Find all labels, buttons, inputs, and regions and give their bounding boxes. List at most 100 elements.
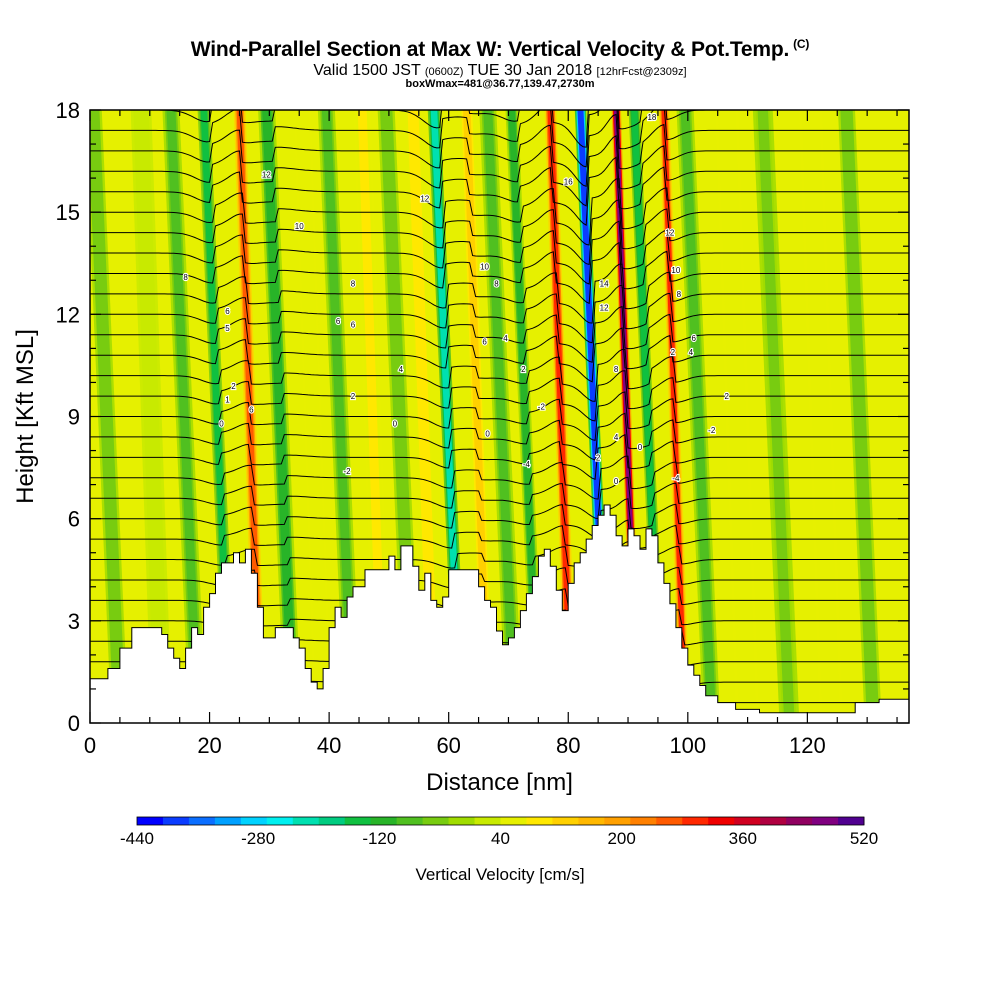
isentrope-line [90,541,909,578]
isentrope-line [90,220,909,285]
velocity-band [262,110,298,723]
colorbar-swatch [422,817,450,825]
colorbar-swatch [188,817,216,825]
contour-label: 5 [225,324,230,333]
ticks [89,109,909,724]
isentrope-line [90,476,909,520]
isentrope-line [90,241,909,305]
contour-label: -4 [672,474,680,483]
contour-label: 6 [336,317,341,326]
contour-label: 2 [521,365,526,374]
velocity-band [166,110,203,723]
contour-label: 12 [600,304,609,313]
colorbar-swatch [734,817,761,825]
colorbar-swatch [474,817,501,825]
colorbar-title: Vertical Velocity [cm/s] [415,865,584,884]
x-axis-title: Distance [nm] [426,769,573,796]
contour-label: 18 [647,113,656,122]
isentrope-line [90,284,909,344]
colorbar-swatch [552,817,579,825]
contour-label: 2 [671,348,676,357]
colorbar: -440 -280 -120 40 200 360 520 Vertical Velocity… [120,816,878,884]
subtitle-utc: (0600Z) [424,66,464,78]
colorbar-swatch [344,817,372,825]
colorbar-swatch [448,817,476,825]
colorbar-swatch [162,817,190,825]
colorbar-swatch [630,817,657,825]
colorbar-label: 520 [850,829,878,848]
y-tick-label: 3 [68,609,80,634]
contour-label: 12 [420,195,429,204]
contour-label: 2 [231,382,236,391]
contour-label: 6 [692,334,697,343]
y-axis-title: Height [Kft MSL] [12,329,39,504]
isentrope-line [90,370,909,422]
y-tick-label: 15 [56,200,80,225]
contour-label: 2 [596,453,601,462]
isentrope-line [90,110,909,148]
contour-label: 14 [600,280,609,289]
colorbar-swatch [604,817,631,825]
contour-label: 2 [351,392,356,401]
isentrope-line [90,199,909,266]
contour-label: -2 [708,426,716,435]
y-tick-label: 9 [68,405,80,430]
contour-label: 8 [183,273,188,282]
y-tick-label: 18 [56,98,80,123]
isentrope-line [90,110,909,168]
colorbar-label: -120 [362,829,396,848]
contour-label: -4 [523,460,531,469]
contour-label: 0 [219,419,224,428]
colorbar-label: -440 [120,829,154,848]
y-tick-label: 6 [68,507,80,532]
isentrope-line [90,113,909,188]
colorbar-swatch [526,817,553,825]
velocity-band [483,110,519,723]
colorbar-swatch [396,817,424,825]
x-tick-label: 80 [556,733,580,758]
colorbar-swatch [708,817,735,825]
isentrope-line [90,391,909,442]
contour-label: 1 [225,395,230,404]
contour-label: 12 [665,229,674,238]
isentrope-line [90,263,909,324]
x-tick-label: 40 [317,733,341,758]
contour-label: 4 [614,433,619,442]
contour-label: 12 [262,171,271,180]
isentrope-line [90,305,909,363]
chart-subtitle: Valid 1500 JST (0600Z) TUE 30 Jan 2018 [… [0,62,1000,80]
isentrope-line [90,455,909,500]
isentrope-line [90,349,909,402]
subtitle-forecast: [12hrFcst@2309z] [596,66,687,78]
colorbar-swatch [656,817,683,825]
contour-label: 10 [295,222,304,231]
colorbar-swatch [578,817,605,825]
contour-label: 8 [677,290,682,299]
colorbar-label: 200 [607,829,635,848]
y-tick-label: 12 [56,302,80,327]
colorbar-swatch [214,817,242,825]
contour-label: 4 [689,348,694,357]
colorbar-swatch [812,817,839,825]
colorbar-swatch [137,817,164,825]
colorbar-swatch [500,817,527,825]
contour-label: 8 [494,280,499,289]
colorbar-swatch [682,817,709,825]
contour-label: 6 [351,321,356,330]
velocity-band [409,110,438,723]
velocity-band [508,110,542,723]
x-tick-label: 60 [436,733,460,758]
isentrope-line [90,519,909,559]
contour-label: -2 [343,467,351,476]
contour-label: 6 [225,307,230,316]
colorbar-label: 40 [491,829,510,848]
isentrope-line [90,433,909,480]
title-mark: (C) [793,37,810,51]
contour-label: 10 [671,266,680,275]
colorbar-swatch [760,817,787,825]
chart-title: Wind-Parallel Section at Max W: Vertical… [190,37,810,61]
colorbar-swatch [838,817,865,825]
isentrope-line [90,498,909,539]
